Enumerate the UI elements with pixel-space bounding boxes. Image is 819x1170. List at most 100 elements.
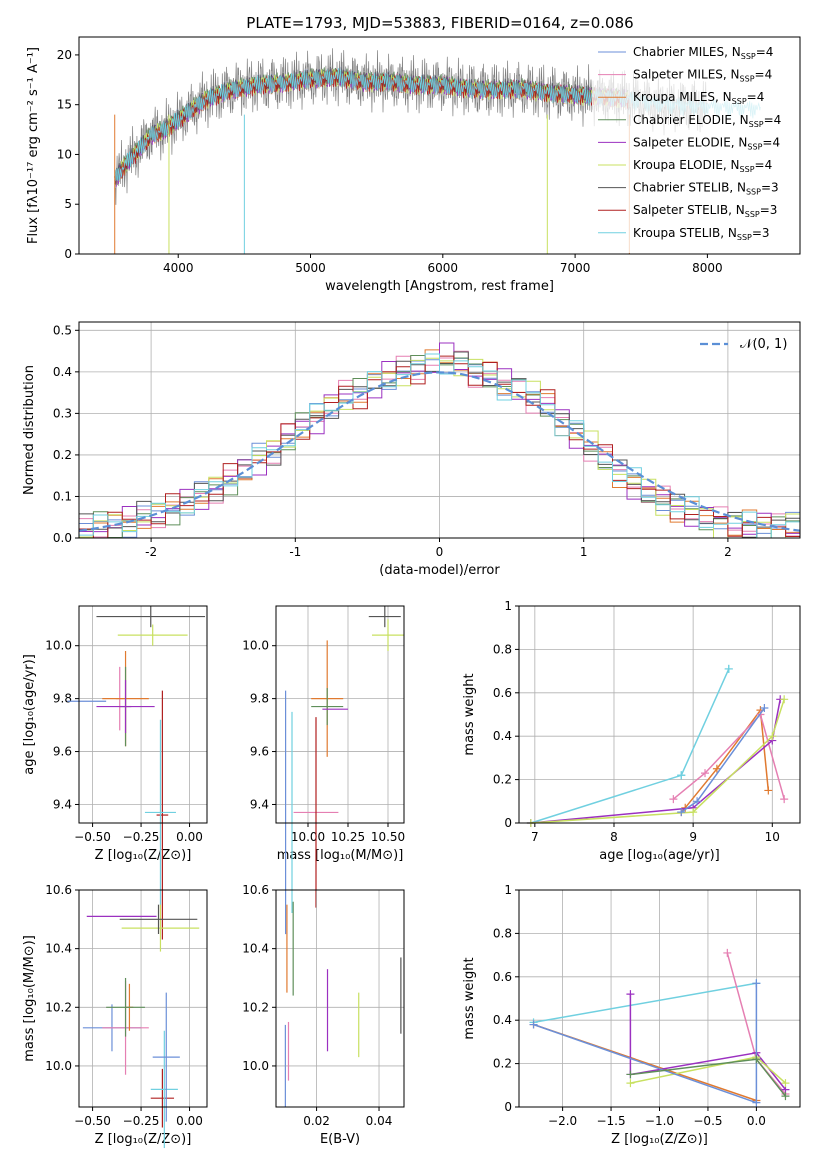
y-tick-label: 10.6 <box>242 883 269 897</box>
mass-weight-marker <box>768 732 777 741</box>
y-tick-label: 0 <box>504 1100 512 1114</box>
mass-weight-marker <box>780 695 789 704</box>
legend-entry: Salpeter ELODIE, NSSP=4 <box>633 135 780 151</box>
mass-weight-marker <box>752 979 761 988</box>
legend-entry: Salpeter MILES, NSSP=4 <box>633 68 772 84</box>
chart-mass_vs_ebv: 0.02 0.04 10.0 10.2 10.4 10.6 E(B-V) <box>242 883 405 1147</box>
chart-mass_weight_vs_Z: −2.0 −1.5 −1.0 −0.5 0.0 0 0.2 0.4 0.6 0.8 1 Z [log₁… <box>462 883 801 1147</box>
y-tick-label: 10.2 <box>242 1000 269 1014</box>
y-tick-label: 9.4 <box>250 797 269 811</box>
y-tick-label: 9.6 <box>250 745 269 759</box>
chart-mass_vs_Z: −0.50 −0.25 0.00 10.0 10.2 10.4 10.6 Z [log₁₀(Z… <box>22 883 208 1149</box>
mass-weight-marker <box>781 1079 790 1088</box>
x-tick-label: 5000 <box>295 261 326 275</box>
y-tick-label: 0.0 <box>53 531 72 545</box>
y-axis-label: Normed distribution <box>22 365 37 495</box>
x-tick-label: 10 <box>765 830 780 844</box>
axes-frame <box>518 889 801 1108</box>
spectrum-legend: Chabrier MILES, NSSP=4 Salpeter MILES, NS… <box>592 43 798 253</box>
x-tick-label: 10.50 <box>371 830 405 844</box>
x-tick-label: −0.5 <box>693 1114 722 1128</box>
y-tick-label: 10.0 <box>45 639 72 653</box>
x-tick-label: −1.5 <box>596 1114 625 1128</box>
chart-age_vs_Z: −0.50 −0.25 0.00 9.4 9.6 9.8 10.0 Z [log₁₀(Z/Z⊙… <box>22 605 208 940</box>
y-tick-label: 10.4 <box>45 942 72 956</box>
figure-title: PLATE=1793, MJD=53883, FIBERID=0164, z=0… <box>246 14 633 32</box>
y-tick-label: 0 <box>64 247 72 261</box>
chart-spectrum: 4000 5000 6000 7000 8000 0 5 10 15 20 wavelength [… <box>26 36 801 294</box>
axes-frame <box>78 36 801 255</box>
y-tick-label: 10.2 <box>45 1000 72 1014</box>
model-spectrum-line-8 <box>114 69 629 184</box>
y-tick-label: 0.4 <box>493 1013 512 1027</box>
x-tick-label: 10.00 <box>291 830 325 844</box>
axes-frame <box>275 889 405 1108</box>
legend-entry: Chabrier STELIB, NSSP=3 <box>633 181 779 197</box>
x-tick-label: 1 <box>580 545 588 559</box>
x-tick-label: 0.00 <box>176 1114 203 1128</box>
axes-frame <box>78 321 801 539</box>
x-axis-label: wavelength [Angstrom, rest frame] <box>325 279 554 294</box>
mass-weight-marker <box>712 764 721 773</box>
y-tick-label: 1 <box>504 883 512 897</box>
legend-entry: Kroupa STELIB, NSSP=3 <box>633 226 770 242</box>
chart-residuals: -2 -1 0 1 2 0.0 0.1 0.2 0.3 0.4 0.5 (data-model)/er… <box>22 321 801 578</box>
x-tick-label: −1.0 <box>645 1114 674 1128</box>
mass-weight-marker <box>701 769 710 778</box>
mass-weight-marker <box>626 1079 635 1088</box>
x-tick-label: 0.00 <box>176 830 203 844</box>
x-tick-label: 0.02 <box>303 1114 330 1128</box>
y-axis-label: age [log₁₀(age/yr)] <box>22 654 37 775</box>
mass-weight-series-4 <box>629 994 787 1091</box>
y-tick-label: 0.2 <box>493 773 512 787</box>
x-tick-label: 0 <box>436 545 444 559</box>
mass-weight-marker <box>689 808 698 817</box>
x-tick-label: 7000 <box>560 261 591 275</box>
y-tick-label: 0.2 <box>53 448 72 462</box>
y-tick-label: 0.6 <box>493 686 512 700</box>
y-tick-label: 10.6 <box>45 883 72 897</box>
y-tick-label: 20 <box>57 48 72 62</box>
y-tick-label: 10.0 <box>242 639 269 653</box>
y-tick-label: 10 <box>57 147 72 161</box>
x-tick-label: 0.0 <box>747 1114 766 1128</box>
legend-entry: Chabrier MILES, NSSP=4 <box>633 45 773 61</box>
x-tick-label: 7 <box>531 830 539 844</box>
mass-weight-marker <box>760 703 769 712</box>
y-tick-label: 0.3 <box>53 406 72 420</box>
y-tick-label: 0.1 <box>53 489 72 503</box>
legend-entry: 𝒩(0, 1) <box>740 337 787 352</box>
x-axis-label: age [log₁₀(age/yr)] <box>599 848 720 863</box>
chart-age_vs_mass: 10.00 10.25 10.50 9.4 9.6 9.8 10.0 mass [log₁₀(… <box>242 605 405 935</box>
legend-entry: Salpeter STELIB, NSSP=3 <box>633 203 777 219</box>
axes-frame <box>275 605 405 824</box>
x-axis-label: (data-model)/error <box>379 563 500 578</box>
x-tick-label: -2 <box>145 545 157 559</box>
y-tick-label: 0.4 <box>493 729 512 743</box>
x-axis-label: mass [log₁₀(M/M⊙)] <box>277 848 404 863</box>
y-tick-label: 5 <box>64 197 72 211</box>
y-tick-label: 0.4 <box>53 365 72 379</box>
mass-weight-marker <box>669 795 678 804</box>
mass-weight-marker <box>626 1070 635 1079</box>
x-axis-label: Z [log₁₀(Z/Z⊙)] <box>95 1132 192 1147</box>
mass-weight-marker <box>626 990 635 999</box>
y-axis-label: mass weight <box>462 673 477 755</box>
y-tick-label: 0.6 <box>493 970 512 984</box>
chart-mass_weight_vs_age: 7 8 9 10 0 0.2 0.4 0.6 0.8 1 age [log₁₀(age/yr)] ma… <box>462 599 801 863</box>
mass-weight-series-4 <box>530 699 781 824</box>
y-axis-label: Flux [fλ10⁻¹⁷ erg cm⁻² s⁻¹ A⁻¹] <box>26 47 41 244</box>
x-tick-label: −0.25 <box>123 1114 160 1128</box>
y-tick-label: 15 <box>57 98 72 112</box>
x-tick-label: −0.25 <box>123 830 160 844</box>
y-tick-label: 9.8 <box>53 692 72 706</box>
y-tick-label: 9.4 <box>53 797 72 811</box>
legend-background <box>592 43 798 253</box>
y-axis-label: mass [log₁₀(M/M⊙)] <box>22 935 37 1062</box>
x-tick-label: -1 <box>289 545 301 559</box>
y-tick-label: 0.2 <box>493 1057 512 1071</box>
axes-frame <box>78 889 208 1108</box>
residual-histogram-9 <box>79 353 800 539</box>
x-tick-label: 4000 <box>163 261 194 275</box>
y-tick-label: 0.8 <box>493 642 512 656</box>
